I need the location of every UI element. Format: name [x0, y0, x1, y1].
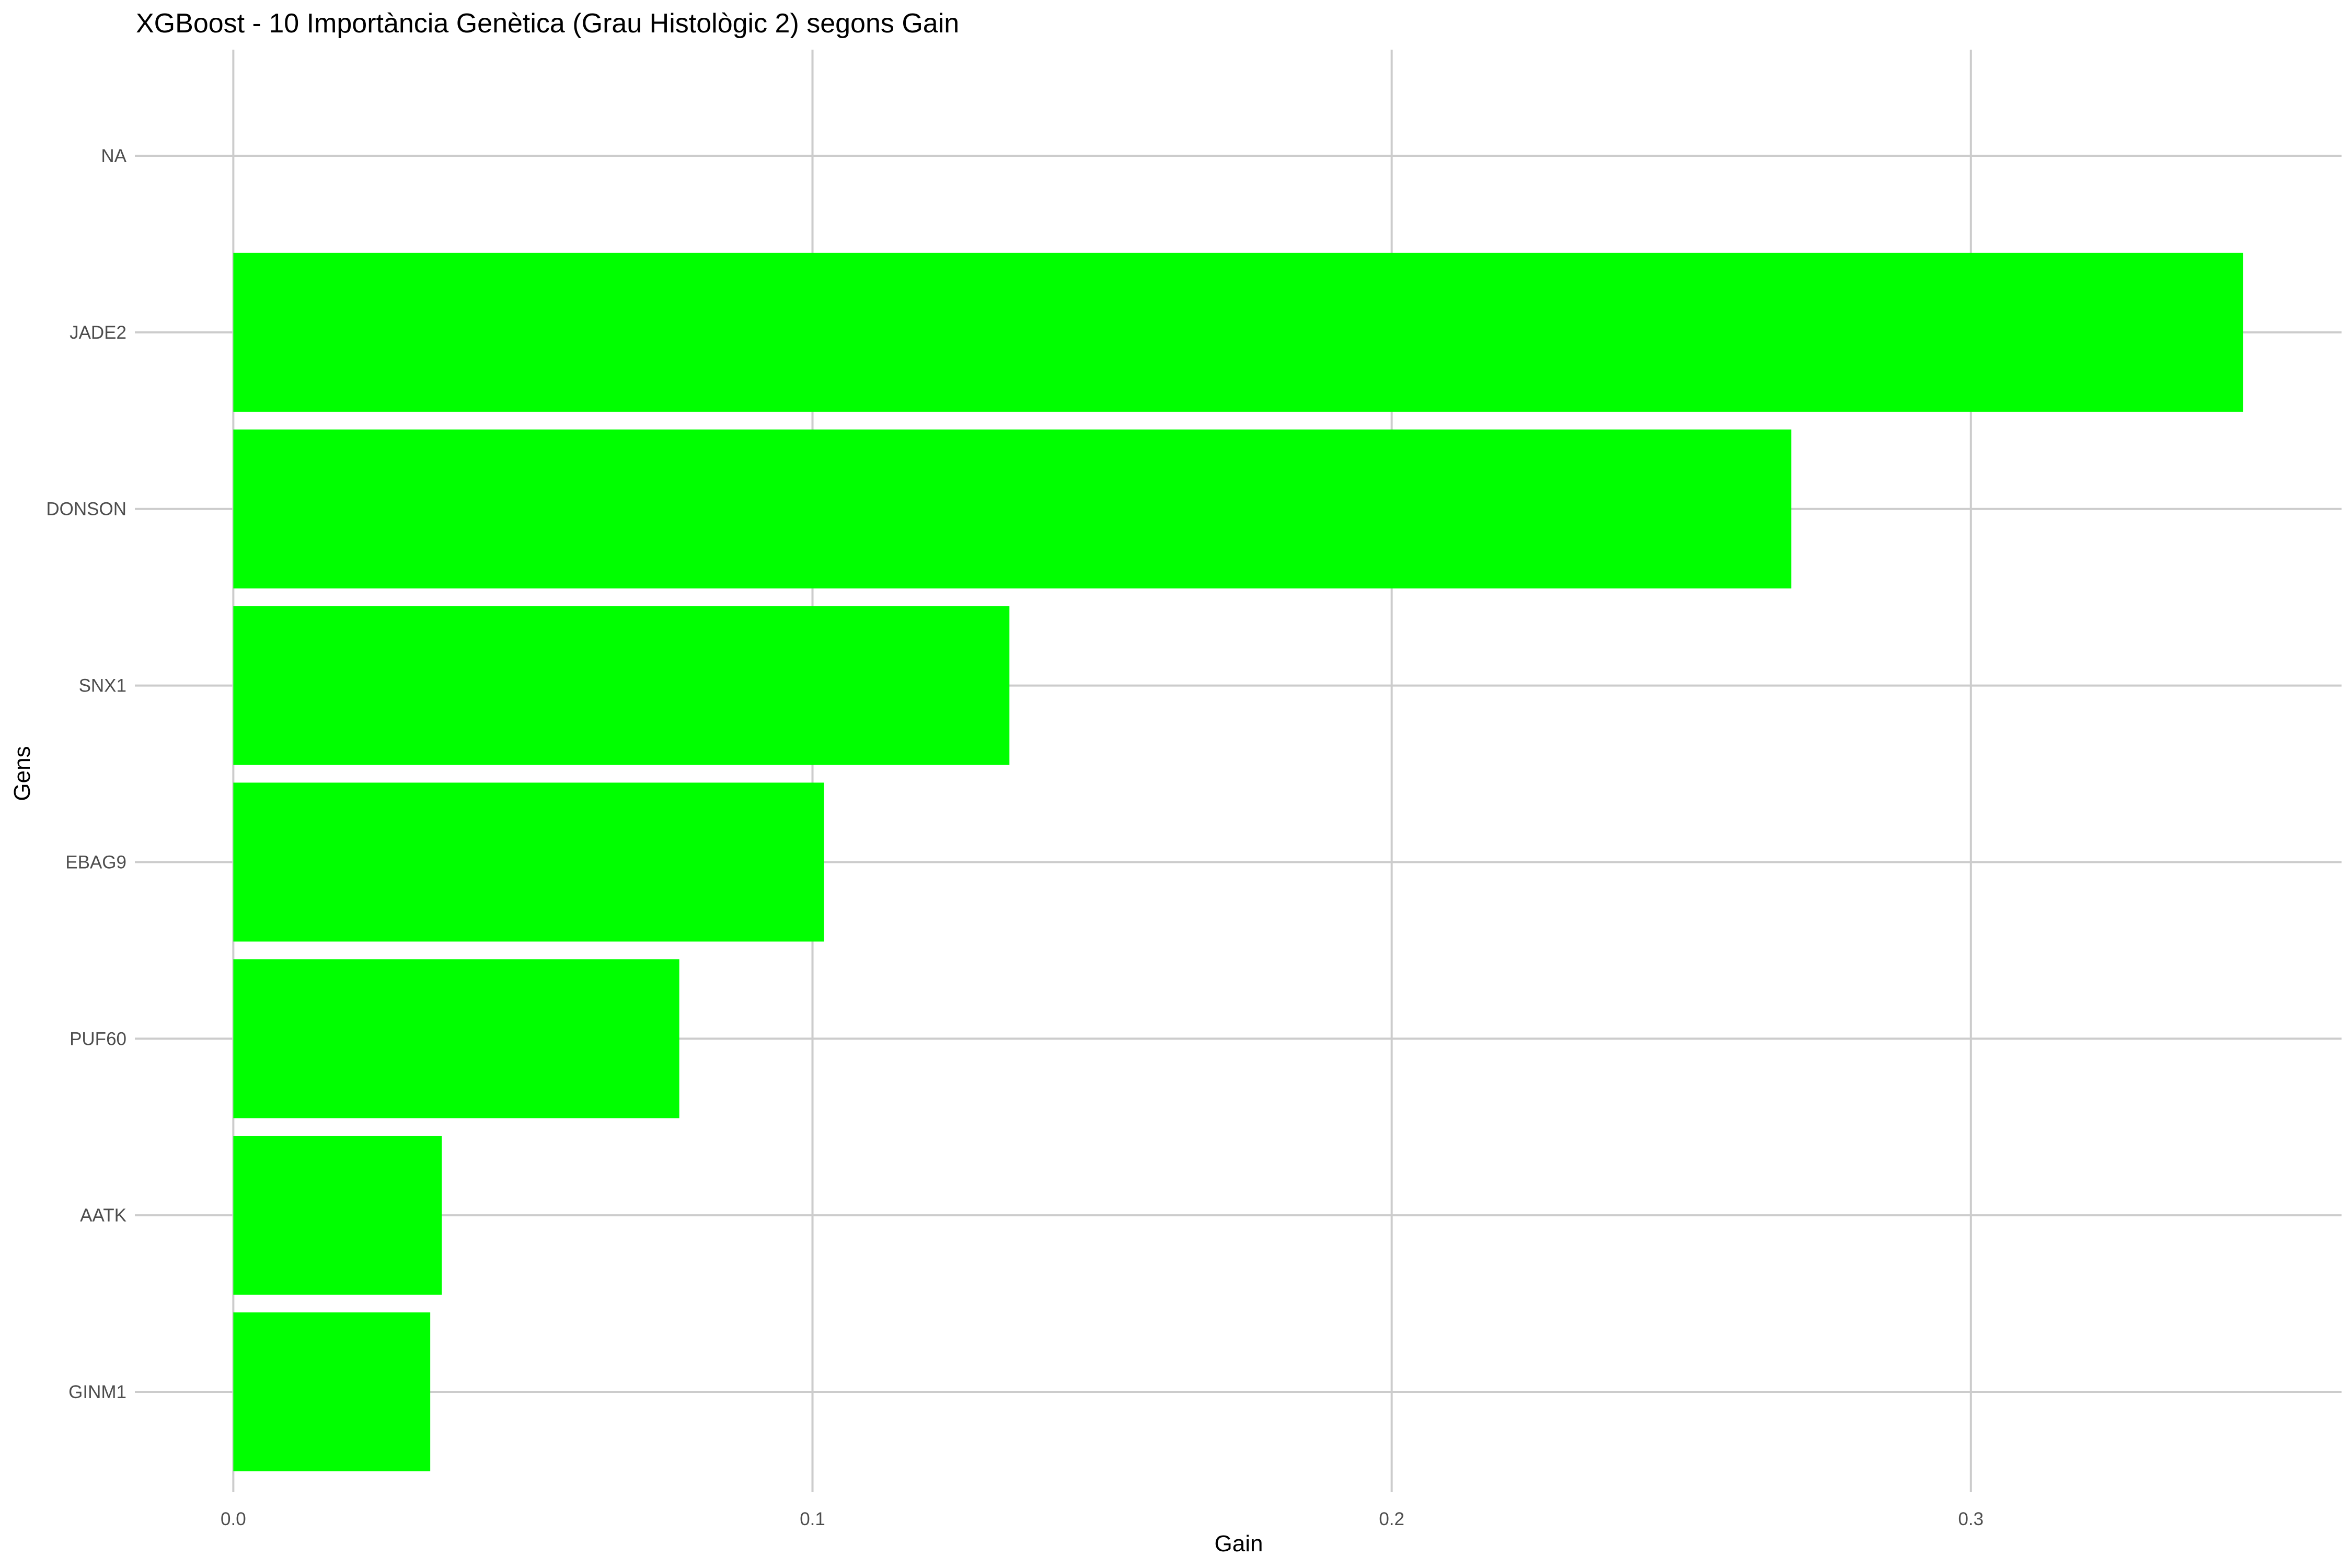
y-axis-title: Gens [9, 746, 35, 801]
x-axis-title: Gain [1215, 1531, 1263, 1557]
tick-labels: 0.0 0.1 0.2 0.3 NA JADE2 DONSON SNX1 EBAG9 PUF60 A… [46, 146, 1984, 1529]
y-tick-label: EBAG9 [65, 852, 126, 872]
y-tick-label: AATK [80, 1205, 126, 1226]
y-tick-label: NA [101, 146, 126, 166]
y-tick-label: DONSON [46, 499, 126, 520]
bar-ebag9 [233, 782, 824, 942]
bar-donson [233, 429, 1792, 589]
chart-title: XGBoost - 10 Importància Genètica (Grau … [136, 8, 959, 39]
x-tick-label: 0.3 [1958, 1509, 1984, 1529]
bars [233, 252, 2243, 1472]
bar-aatk [233, 1136, 442, 1295]
bar-jade2 [233, 252, 2243, 412]
bar-snx1 [233, 606, 1010, 765]
y-tick-label: SNX1 [79, 676, 126, 696]
x-tick-label: 0.1 [800, 1509, 825, 1529]
bar-puf60 [233, 959, 679, 1119]
x-tick-label: 0.2 [1379, 1509, 1404, 1529]
x-tick-label: 0.0 [221, 1509, 246, 1529]
y-tick-label: GINM1 [68, 1382, 126, 1402]
y-tick-label: PUF60 [70, 1029, 126, 1049]
bar-ginm1 [233, 1312, 431, 1472]
y-tick-label: JADE2 [70, 322, 126, 343]
